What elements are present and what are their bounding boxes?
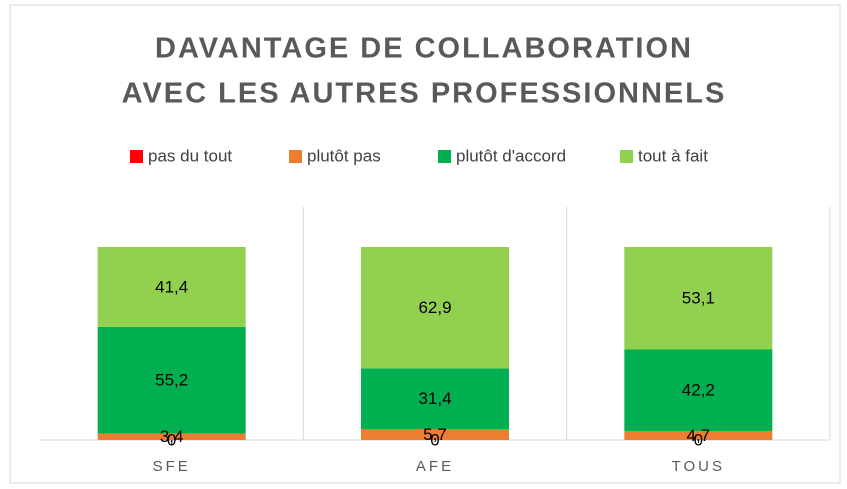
legend-label: pas du tout	[148, 146, 232, 165]
data-label: 0	[694, 430, 703, 449]
x-tick-label: TOUS	[672, 458, 725, 475]
legend-swatch	[130, 150, 143, 163]
data-label: 31,4	[418, 389, 451, 408]
bar-segment	[97, 433, 246, 440]
legend-label: tout à fait	[638, 146, 708, 165]
chart-title: AVEC LES AUTRES PROFESSIONNELS	[122, 78, 727, 110]
data-label: 42,2	[682, 381, 715, 400]
legend-swatch	[289, 150, 302, 163]
data-label: 4,7	[687, 426, 711, 445]
bar-segment	[97, 247, 246, 327]
bar-segment	[624, 430, 773, 440]
data-label: 0	[167, 430, 176, 449]
legend-label: plutôt d'accord	[456, 146, 566, 165]
bar-segment	[361, 368, 509, 429]
bar-segment	[624, 247, 773, 350]
bar-segment	[361, 428, 509, 440]
data-label: 62,9	[418, 298, 451, 317]
data-label: 53,1	[682, 289, 715, 308]
x-tick-label: SFE	[153, 458, 191, 475]
bar-segment	[624, 349, 773, 431]
chart-title: DAVANTAGE DE COLLABORATION	[155, 33, 693, 65]
bar-segment	[361, 247, 509, 369]
data-label: 3,4	[160, 427, 184, 446]
legend-swatch	[620, 150, 633, 163]
data-label: 41,4	[155, 277, 188, 296]
data-label: 0	[430, 430, 439, 449]
bar-segment	[97, 326, 246, 434]
legend-label: plutôt pas	[307, 146, 381, 165]
x-tick-label: AFE	[416, 458, 454, 475]
legend-swatch	[438, 150, 451, 163]
data-label: 55,2	[155, 371, 188, 390]
data-label: 5,7	[423, 425, 447, 444]
